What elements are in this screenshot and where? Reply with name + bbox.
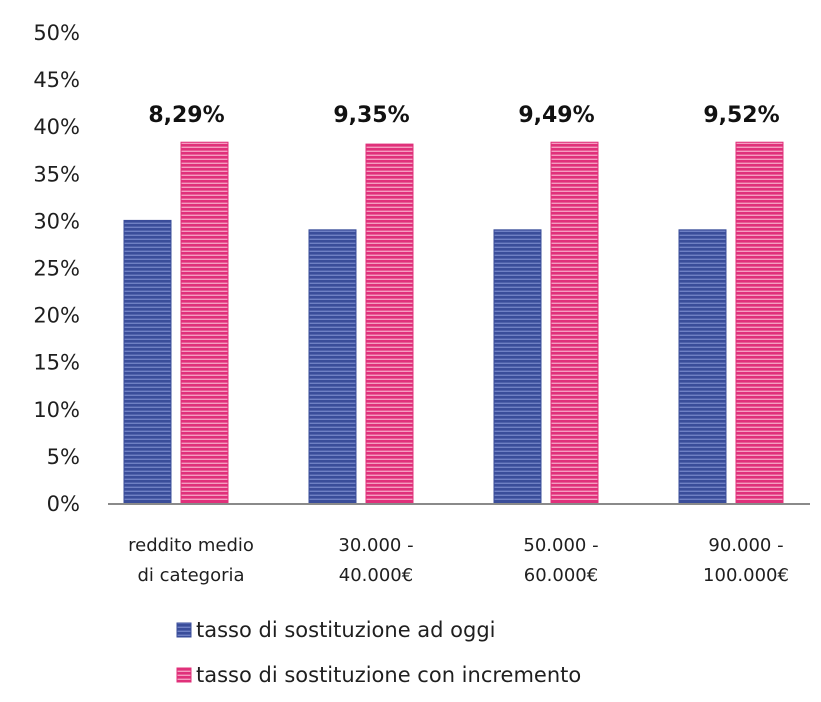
- x-tick-label: 30.000 -40.000€: [338, 535, 413, 586]
- x-tick-label: 50.000 -60.000€: [523, 535, 598, 586]
- legend-label: tasso di sostituzione ad oggi: [196, 618, 496, 642]
- data-label: 9,52%: [703, 103, 779, 128]
- legend-swatch: [176, 622, 192, 638]
- y-tick-label: 50%: [33, 21, 80, 45]
- legend-label: tasso di sostituzione con incremento: [196, 663, 581, 687]
- bar-series-2: [550, 141, 599, 504]
- y-tick-label: 10%: [33, 398, 80, 422]
- y-axis: 0% 5% 10% 15% 20% 25% 30% 35% 40% 45% 50%: [33, 21, 80, 516]
- bars: [123, 141, 784, 504]
- bar-series-1: [123, 219, 172, 504]
- y-tick-label: 5%: [47, 445, 80, 469]
- y-tick-label: 0%: [47, 492, 80, 516]
- category-labels: reddito medio di categoria 30.000 -40.000€…: [128, 535, 789, 586]
- x-tick-label: reddito medio di categoria: [128, 535, 254, 586]
- y-tick-label: 30%: [33, 209, 80, 233]
- bar-series-1: [678, 229, 727, 504]
- y-tick-label: 45%: [33, 68, 80, 92]
- bar-series-1: [308, 229, 357, 504]
- data-label: 9,49%: [518, 103, 594, 128]
- data-labels: 8,29% 9,35% 9,49% 9,52%: [148, 103, 779, 128]
- legend: tasso di sostituzione ad oggi tasso di so…: [176, 618, 581, 687]
- data-label: 9,35%: [333, 103, 409, 128]
- y-tick-label: 15%: [33, 351, 80, 375]
- legend-swatch: [176, 667, 192, 683]
- data-label: 8,29%: [148, 103, 224, 128]
- x-tick-label: 90.000 -100.000€: [703, 535, 789, 586]
- bar-series-2: [735, 141, 784, 504]
- bar-series-1: [493, 229, 542, 504]
- y-tick-label: 25%: [33, 257, 80, 281]
- y-tick-label: 20%: [33, 304, 80, 328]
- bar-series-2: [365, 143, 414, 504]
- y-tick-label: 35%: [33, 162, 80, 186]
- bar-series-2: [180, 141, 229, 504]
- y-tick-label: 40%: [33, 115, 80, 139]
